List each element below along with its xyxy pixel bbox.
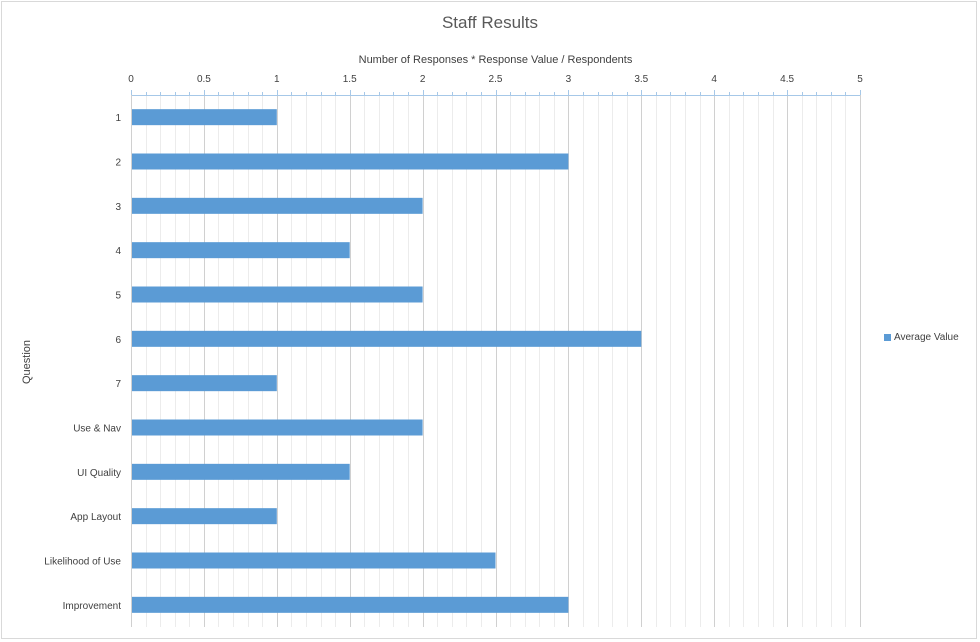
x-tick-label: 2.5 bbox=[489, 74, 503, 85]
bar bbox=[132, 508, 277, 525]
x-tick-label: 2 bbox=[420, 74, 426, 85]
x-tick-label: 4 bbox=[711, 74, 717, 85]
category-label: App Layout bbox=[70, 512, 121, 523]
category-label: 4 bbox=[115, 246, 121, 257]
bar bbox=[132, 419, 423, 436]
x-tick-label: 1 bbox=[274, 74, 280, 85]
chart-title: Staff Results bbox=[441, 13, 539, 32]
bar bbox=[132, 286, 423, 303]
category-label: 6 bbox=[115, 335, 121, 346]
x-tick-label: 4.5 bbox=[780, 74, 794, 85]
category-label: 5 bbox=[115, 291, 121, 302]
bar bbox=[132, 463, 350, 480]
x-axis-title: Number of Responses * Response Value / R… bbox=[358, 54, 633, 66]
bar bbox=[132, 375, 277, 392]
x-tick-label: 3 bbox=[566, 74, 572, 85]
x-tick-label: 0.5 bbox=[197, 74, 211, 85]
category-label: 7 bbox=[115, 379, 121, 390]
legend: Average Value bbox=[884, 332, 959, 343]
category-label: 2 bbox=[115, 158, 121, 169]
x-tick-label: 5 bbox=[857, 74, 863, 85]
bar bbox=[132, 197, 423, 214]
x-tick-label: 3.5 bbox=[634, 74, 648, 85]
gridlines bbox=[131, 95, 861, 627]
category-label: Improvement bbox=[63, 601, 122, 612]
bar bbox=[132, 330, 642, 347]
x-tick-label: 1.5 bbox=[343, 74, 357, 85]
legend-label: Average Value bbox=[894, 332, 959, 343]
x-tick-label: 0 bbox=[128, 74, 134, 85]
bar bbox=[132, 242, 350, 259]
bars bbox=[132, 109, 642, 613]
category-label: 3 bbox=[115, 202, 121, 213]
x-axis: 0 0.5 1 1.5 2 2.5 3 3.5 4 4.5 5 bbox=[128, 74, 863, 627]
category-label: Use & Nav bbox=[73, 424, 121, 435]
category-label: Likelihood of Use bbox=[44, 557, 121, 568]
bar bbox=[132, 552, 496, 569]
bar bbox=[132, 109, 277, 126]
bar bbox=[132, 153, 569, 170]
category-labels: 1 2 3 4 5 6 7 Use & Nav UI Quality App Layout Like… bbox=[44, 113, 121, 612]
category-label: UI Quality bbox=[77, 468, 121, 479]
bar bbox=[132, 596, 569, 613]
category-label: 1 bbox=[115, 113, 121, 124]
legend-swatch bbox=[884, 334, 891, 341]
